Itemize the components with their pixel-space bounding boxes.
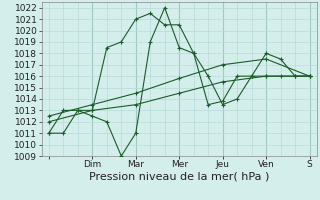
X-axis label: Pression niveau de la mer( hPa ): Pression niveau de la mer( hPa ) xyxy=(89,172,269,182)
